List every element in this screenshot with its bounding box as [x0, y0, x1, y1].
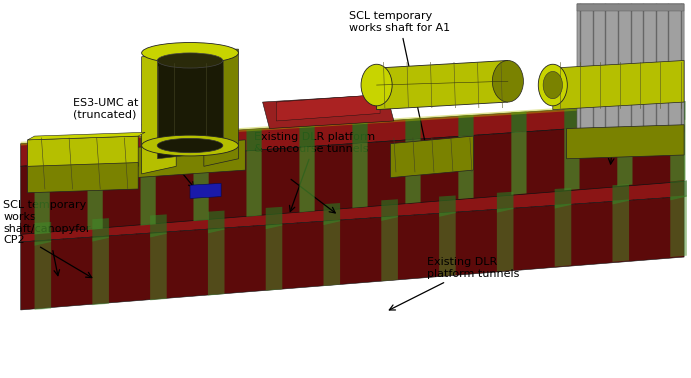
Ellipse shape [158, 53, 223, 68]
Polygon shape [21, 100, 684, 146]
Polygon shape [208, 211, 225, 233]
Polygon shape [28, 132, 145, 140]
Polygon shape [670, 195, 687, 257]
Ellipse shape [492, 60, 524, 102]
Polygon shape [567, 125, 684, 159]
Polygon shape [617, 124, 632, 186]
Polygon shape [390, 136, 473, 178]
Polygon shape [352, 143, 368, 208]
Polygon shape [612, 200, 629, 262]
Text: SCL temporary
works
shaft/canopyfor
CP2: SCL temporary works shaft/canopyfor CP2 [3, 200, 91, 276]
Polygon shape [193, 154, 209, 221]
Ellipse shape [361, 64, 392, 106]
Polygon shape [670, 101, 685, 121]
Polygon shape [670, 120, 685, 181]
Polygon shape [35, 143, 50, 166]
Polygon shape [204, 49, 238, 166]
Polygon shape [208, 228, 225, 296]
Polygon shape [88, 161, 103, 230]
Polygon shape [617, 105, 632, 125]
Text: SCL temporary
works shaft for A1: SCL temporary works shaft for A1 [349, 11, 450, 160]
Polygon shape [21, 181, 684, 242]
Polygon shape [140, 158, 155, 226]
Polygon shape [193, 132, 209, 155]
Polygon shape [511, 131, 527, 195]
Polygon shape [158, 60, 223, 159]
Polygon shape [93, 218, 109, 242]
Polygon shape [406, 139, 421, 203]
Polygon shape [381, 216, 398, 281]
Polygon shape [21, 121, 684, 234]
Polygon shape [323, 220, 340, 286]
Polygon shape [377, 60, 508, 110]
Polygon shape [276, 94, 380, 121]
Polygon shape [497, 192, 513, 213]
Polygon shape [28, 163, 138, 193]
Polygon shape [266, 224, 283, 291]
Polygon shape [577, 4, 684, 11]
Polygon shape [577, 4, 684, 140]
Polygon shape [135, 140, 245, 178]
Polygon shape [565, 127, 580, 190]
Polygon shape [458, 135, 473, 199]
Polygon shape [458, 115, 473, 136]
Polygon shape [497, 208, 513, 271]
Polygon shape [323, 203, 340, 225]
Polygon shape [553, 60, 684, 110]
Polygon shape [247, 150, 262, 217]
Polygon shape [555, 204, 571, 266]
Polygon shape [439, 212, 455, 276]
Polygon shape [21, 197, 684, 310]
Polygon shape [299, 125, 314, 147]
Polygon shape [88, 139, 103, 163]
Text: Existing DLR
platform tunnels: Existing DLR platform tunnels [389, 257, 520, 310]
Polygon shape [140, 136, 155, 159]
Polygon shape [150, 214, 167, 237]
Ellipse shape [142, 43, 238, 64]
Polygon shape [93, 237, 109, 305]
Text: ES3-UMC at NL level
(truncated): ES3-UMC at NL level (truncated) [73, 98, 194, 187]
Polygon shape [35, 241, 51, 310]
Text: Existing DLR platform
& concourse tunnels: Existing DLR platform & concourse tunnel… [254, 132, 375, 212]
Polygon shape [565, 108, 580, 129]
Polygon shape [28, 136, 138, 170]
Polygon shape [439, 195, 455, 217]
Polygon shape [266, 207, 283, 229]
Polygon shape [670, 180, 687, 200]
Ellipse shape [142, 135, 238, 156]
Polygon shape [511, 112, 527, 132]
Ellipse shape [538, 64, 567, 106]
Polygon shape [555, 188, 571, 209]
Polygon shape [247, 129, 262, 151]
Polygon shape [35, 165, 50, 234]
Polygon shape [299, 146, 314, 212]
Polygon shape [190, 183, 221, 198]
Polygon shape [142, 57, 176, 174]
Polygon shape [381, 199, 398, 221]
Ellipse shape [158, 138, 223, 153]
Text: NL-CP4 at NL
level (truncated): NL-CP4 at NL level (truncated) [579, 11, 672, 164]
Polygon shape [35, 222, 51, 246]
Polygon shape [150, 232, 167, 301]
Polygon shape [352, 122, 368, 144]
Polygon shape [612, 184, 629, 204]
Polygon shape [406, 118, 421, 140]
Polygon shape [21, 102, 684, 166]
Ellipse shape [543, 71, 562, 99]
Polygon shape [263, 94, 394, 129]
